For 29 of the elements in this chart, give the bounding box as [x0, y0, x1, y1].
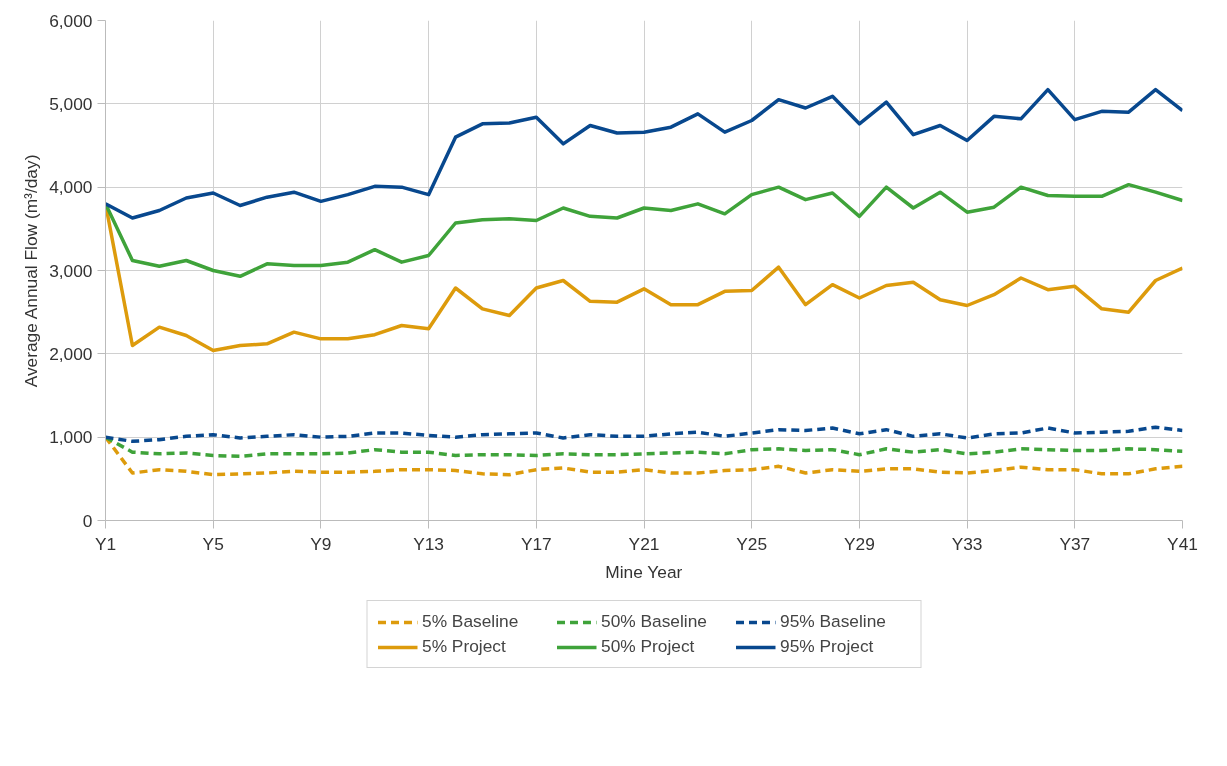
y-tick-label: 5,000 — [49, 93, 93, 114]
y-tick-label: 0 — [82, 510, 93, 531]
y-tick-label: 4,000 — [49, 177, 93, 198]
x-tick-label: Y9 — [310, 533, 332, 554]
legend-label: 95% Baseline — [780, 611, 887, 632]
x-tick-label: Y13 — [413, 533, 445, 554]
y-axis-title: Average Annual Flow (m³/day) — [21, 154, 42, 388]
x-tick-label: Y21 — [628, 533, 660, 554]
y-tick-label: 3,000 — [49, 260, 93, 281]
line-series — [105, 425, 1183, 444]
legend-label: 5% Project — [422, 636, 507, 657]
x-axis-title: Mine Year — [605, 561, 683, 582]
x-tick-label: Y17 — [520, 533, 552, 554]
x-tick-label: Y25 — [736, 533, 768, 554]
y-tick-label: 2,000 — [49, 343, 93, 364]
line-series — [105, 182, 1183, 279]
x-tick-label: Y37 — [1059, 533, 1091, 554]
line-series — [105, 87, 1183, 220]
legend-label: 5% Baseline — [422, 611, 520, 632]
x-tick-label: Y33 — [951, 533, 983, 554]
x-tick-label: Y1 — [94, 533, 117, 554]
x-tick-label: Y5 — [202, 533, 224, 554]
x-tick-label: Y41 — [1167, 533, 1198, 554]
y-tick-label: 1,000 — [49, 427, 93, 448]
legend-label: 50% Baseline — [601, 611, 708, 632]
x-tick-label: Y29 — [843, 533, 875, 554]
y-tick-label: 6,000 — [49, 10, 93, 31]
legend-label: 95% Project — [780, 636, 875, 657]
legend-label: 50% Project — [601, 636, 696, 657]
